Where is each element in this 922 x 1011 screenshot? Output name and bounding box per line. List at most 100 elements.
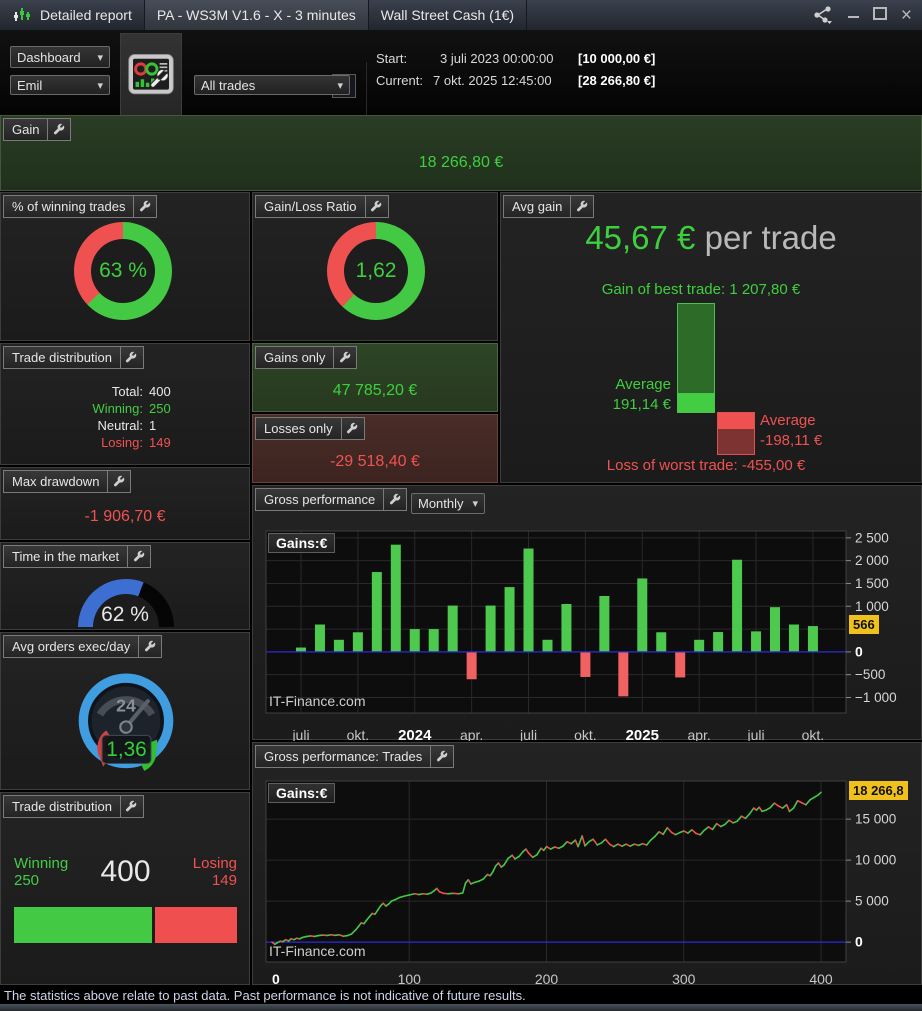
avg-win-bar [677, 303, 715, 413]
winning-pct-donut: 63 % [74, 222, 172, 320]
wrench-icon[interactable] [570, 196, 593, 217]
dashboard-select[interactable]: Dashboard [10, 46, 110, 68]
wrench-icon[interactable] [119, 347, 143, 368]
max-drawdown-value: -1 906,70 € [84, 508, 166, 525]
speedometer-icon: 24 1,36 [78, 673, 174, 771]
trade-distribution-header: Trade distribution [3, 346, 144, 369]
current-amount: [28 266,80 €] [578, 73, 656, 88]
gain-panel: Gain 18 266,80 € [0, 115, 922, 191]
avg-loss-value: -198,11 € [760, 432, 823, 449]
gain-loss-ratio-value: 1,62 [355, 259, 397, 282]
losses-only-header: Losses only [255, 417, 365, 440]
current-date: 7 okt. 2025 12:45:00 [433, 73, 552, 88]
chart-logo-icon [14, 8, 30, 21]
x-axis-label: apr. [460, 727, 483, 741]
current-row: Current: [376, 73, 423, 88]
total-row: Total: 400 [111, 384, 171, 399]
avg-gain-value: 45,67 € [585, 219, 696, 256]
watermark: IT-Finance.com [269, 693, 365, 709]
wrench-icon[interactable] [119, 796, 143, 817]
wrench-icon[interactable] [340, 418, 364, 439]
x-axis-label: juli [519, 727, 537, 741]
x-axis-label: okt. [347, 727, 370, 741]
x-axis-label: 200 [535, 971, 559, 986]
monthly-performance-panel: Gross performance Monthly Gains:€ 566 IT… [252, 485, 922, 744]
toolbar: Dashboard Emil PA - WS3M V1.6 - X [0, 30, 922, 143]
wrench-icon[interactable] [430, 746, 453, 767]
current-month-badge: 566 [849, 615, 879, 634]
start-row: Start: [376, 51, 408, 66]
wrench-icon[interactable] [127, 546, 150, 567]
losing-bar [154, 907, 237, 943]
wrench-icon[interactable] [383, 489, 406, 510]
series-label: Gains:€ [268, 783, 336, 803]
dial-24-label: 24 [116, 695, 136, 715]
trades-performance-header: Gross performance: Trades [255, 745, 455, 768]
total-trades-value: 400 [100, 855, 151, 888]
time-in-market-header: Time in the market [3, 545, 152, 568]
gain-header: Gain [3, 118, 72, 141]
avg-loss-label: Average [760, 412, 816, 429]
avg-orders-panel: Avg orders exec/day 24 1,36 [0, 632, 250, 790]
x-axis-label: 0 [272, 971, 280, 986]
x-axis-label: 400 [809, 971, 833, 986]
time-in-market-gauge [78, 579, 174, 627]
window-bottom-edge [0, 1004, 922, 1011]
wrench-icon[interactable] [333, 347, 356, 368]
avg-orders-value: 1,36 [106, 738, 146, 761]
y-axis-label: 15 000 [855, 812, 896, 827]
y-axis-label: 2 500 [855, 530, 889, 545]
wrench-icon[interactable] [133, 196, 156, 217]
gains-only-header: Gains only [255, 346, 358, 369]
wrench-icon[interactable] [107, 471, 130, 492]
losses-only-value: -29 518,40 € [330, 453, 420, 470]
win-loss-bars [14, 907, 237, 943]
gain-loss-ratio-panel: Gain/Loss Ratio 1,62 [252, 192, 498, 341]
start-amount: [10 000,00 €] [578, 51, 656, 66]
report-settings-tab[interactable] [120, 33, 182, 116]
disclaimer: The statistics above relate to past data… [4, 987, 526, 1003]
profile-select[interactable]: Emil [10, 75, 110, 95]
x-axis-label: 300 [672, 971, 696, 986]
watermark: IT-Finance.com [269, 943, 365, 959]
y-axis-label: 0 [855, 643, 863, 659]
y-axis-label: 5 000 [855, 894, 889, 909]
wrench-icon[interactable] [364, 196, 388, 217]
losing-row: Losing: 149 [101, 435, 171, 450]
trade-distribution-panel: Trade distribution Total: 400 Winning: 250… [0, 343, 250, 465]
period-select[interactable]: Monthly [411, 493, 485, 514]
trade-distribution2-header: Trade distribution [3, 795, 144, 818]
winning-label: Winning 250 [14, 855, 69, 889]
instrument-tab: Wall Street Cash (1€) [369, 0, 528, 30]
x-axis-label: 2024 [398, 727, 432, 741]
winning-pct-header: % of winning trades [3, 195, 158, 218]
winning-row: Winning: 250 [92, 401, 171, 416]
y-axis-label: 1 000 [855, 599, 889, 614]
gains-only-value: 47 785,20 € [332, 382, 418, 399]
minimize-button[interactable] [847, 8, 859, 23]
trades-filter-select[interactable]: All trades [194, 75, 350, 95]
report-tab[interactable]: PA - WS3M V1.6 - X - 3 minutes [144, 0, 369, 30]
gain-loss-ratio-donut: 1,62 [327, 222, 425, 320]
y-axis-label: 2 000 [855, 553, 889, 568]
x-axis-label: okt. [574, 727, 597, 741]
wrench-icon[interactable] [138, 636, 161, 657]
losing-label: Losing 149 [192, 855, 237, 889]
maximize-button[interactable] [872, 7, 887, 23]
avg-gain-panel: Avg gain 45,67 € per trade Gain of best … [500, 192, 922, 483]
neutral-row: Neutral: 1 [97, 418, 157, 433]
trade-distribution2-labels: Winning 250 400 Losing 149 [14, 855, 237, 899]
avg-win-value: 191,14 € [612, 396, 671, 413]
dashboard-report-icon [128, 54, 174, 95]
x-axis-label: apr. [687, 727, 710, 741]
share-icon[interactable] [812, 5, 834, 25]
avg-loss-segment [718, 413, 754, 429]
winning-bar [14, 907, 152, 943]
close-button[interactable]: × [900, 4, 912, 26]
x-axis-label: 2025 [626, 727, 659, 741]
avg-orders-header: Avg orders exec/day [3, 635, 163, 658]
best-trade-line: Gain of best trade: 1 207,80 € [601, 281, 801, 298]
x-axis-label: juli [746, 727, 764, 741]
x-axis-label: juli [291, 727, 309, 741]
wrench-icon[interactable] [47, 119, 70, 140]
